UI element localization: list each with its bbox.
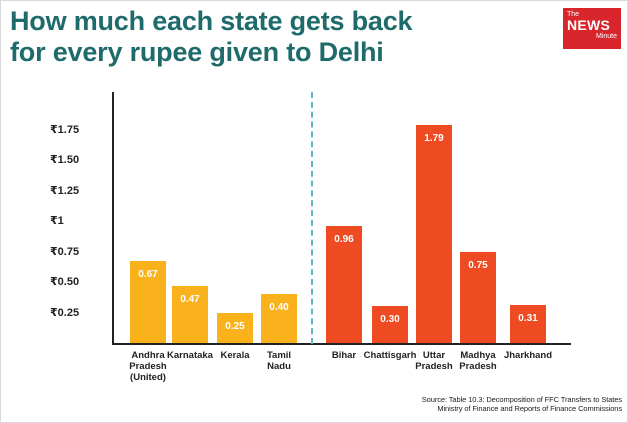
x-category-label: Tamil Nadu [249,350,309,372]
x-axis-line [112,343,571,345]
bar [416,124,452,343]
logo-minute: Minute [595,33,617,40]
title-line-1: How much each state gets back [10,6,413,36]
bar-value-label: 0.67 [138,269,158,281]
y-tick-label: ₹0.25 [50,306,80,319]
x-category-label-line: Kerala [220,350,250,361]
x-category-label: Jharkhand [498,350,558,361]
x-category-label-line: Tamil [266,350,292,361]
x-category-label-line: Pradesh [459,361,497,372]
logo-the: The [567,11,580,18]
y-axis-line [112,92,114,345]
x-category-label: Uttar Pradesh [404,350,464,372]
bar-value-label: 0.30 [380,314,400,326]
x-category-label-line: Andhra [131,350,165,361]
y-tick-label: ₹1.75 [50,123,80,136]
y-tick-label: ₹1 [50,215,64,227]
bar [460,251,496,343]
bar-value-label: 0.47 [180,293,200,305]
x-category-label-line: Madhya [460,350,496,361]
x-category-label: Andhra Pradesh (United) [118,350,178,383]
x-category-label-line: Pradesh [129,361,167,372]
x-category-label-line: Nadu [267,361,291,372]
group-divider [311,92,313,344]
x-category-label: Bihar [314,350,374,361]
x-category-label-line: (United) [130,372,166,383]
y-tick-label: ₹1.25 [50,184,80,197]
x-category-label-line: Jharkhand [503,350,553,361]
x-category-label-line: Karnataka [167,350,213,361]
bar-value-label: 0.25 [225,320,245,332]
page-title: How much each state gets back for every … [10,6,413,68]
bar-value-label: 0.75 [468,259,488,271]
logo-news: NEWS [567,17,611,33]
source-line-1: Source: Table 10.3: Decomposition of FFC… [421,395,622,404]
source-line-2: Ministry of Finance and Reports of Finan… [437,404,622,413]
bar-value-label: 0.40 [269,302,289,314]
bar [372,306,408,343]
x-category-label-line: Pradesh [415,361,453,372]
bar [172,285,208,343]
bar [326,225,362,343]
bar-value-label: 0.96 [334,233,354,245]
x-category-label-line: Bihar [331,350,357,361]
x-category-label: Kerala [205,350,265,361]
y-tick-label: ₹0.75 [50,245,80,258]
bar-value-label: 0.31 [518,313,538,325]
y-tick-label: ₹0.50 [50,276,80,288]
source-note: Source: Table 10.3: Decomposition of FFC… [360,395,622,413]
x-category-label-line: Chattisgarh [363,350,417,361]
bar [130,261,166,343]
bar [217,312,253,343]
x-category-label: Madhya Pradesh [448,350,508,372]
news-minute-logo: The NEWS Minute [563,8,621,49]
bar [261,294,297,343]
x-category-label-line: Uttar [422,350,446,361]
title-line-2: for every rupee given to Delhi [10,37,384,67]
bar [510,305,546,343]
bar-value-label: 1.79 [424,132,444,144]
y-tick-label: ₹1.50 [50,154,80,166]
x-category-label: Karnataka [160,350,220,361]
x-category-label: Chattisgarh [360,350,420,361]
